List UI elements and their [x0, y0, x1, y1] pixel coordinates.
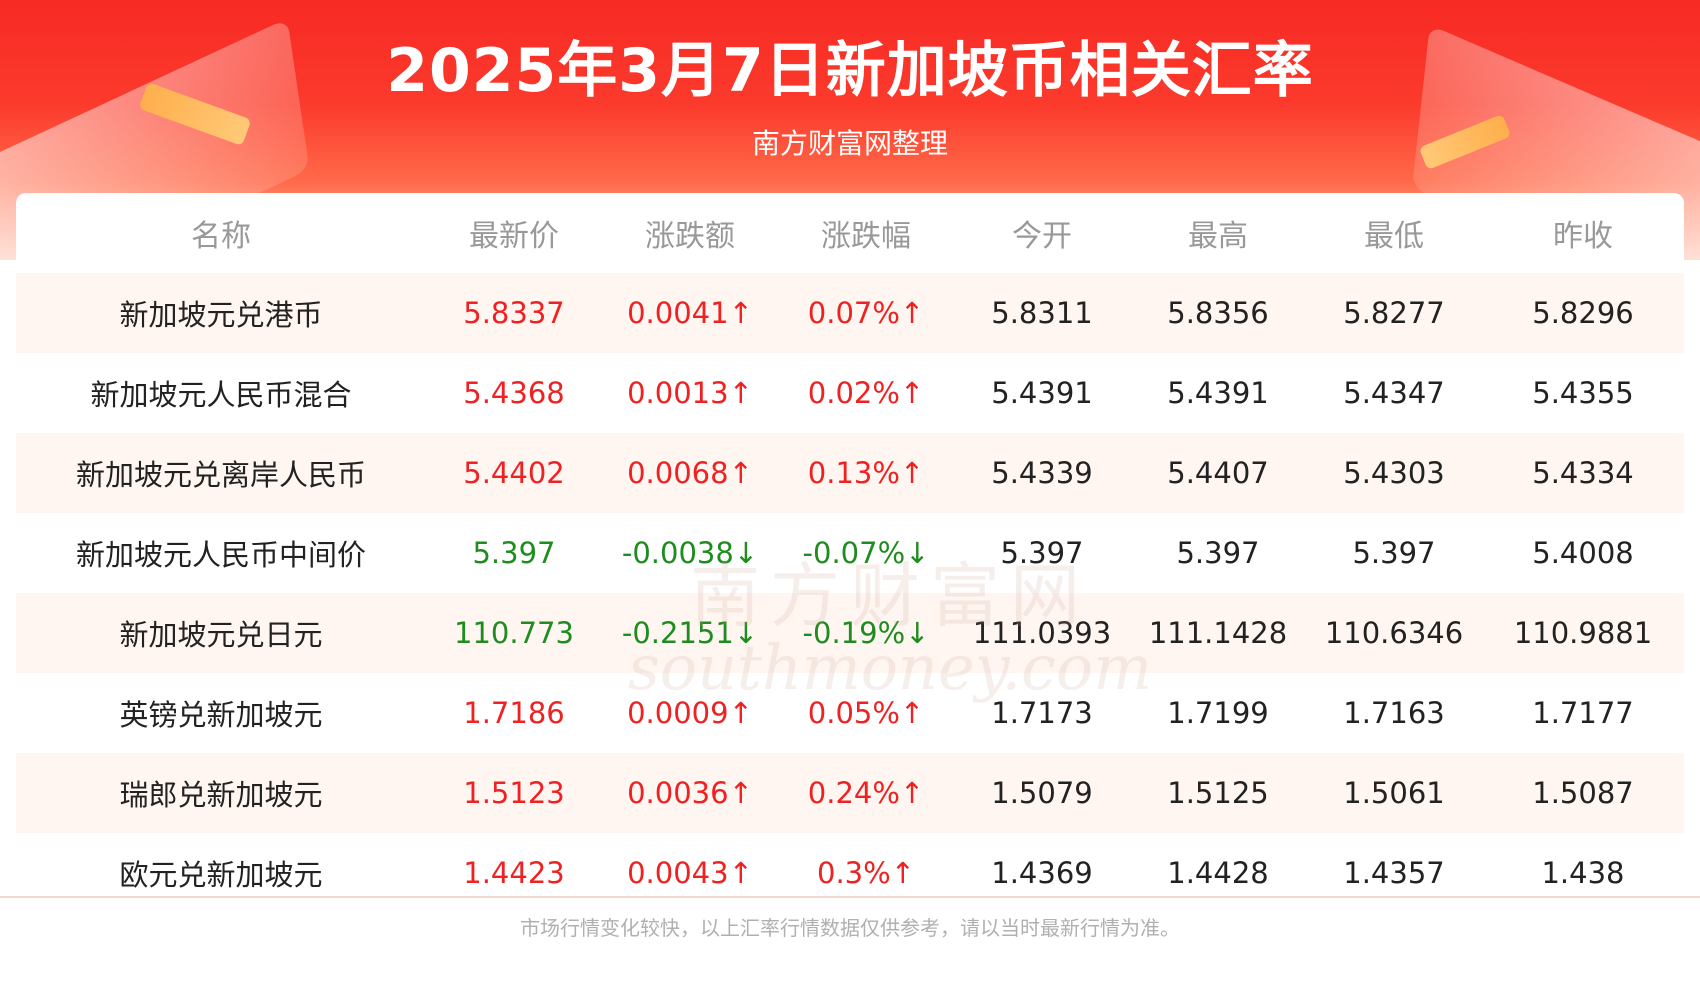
- cell-open: 1.7173: [954, 673, 1130, 753]
- cell-open: 5.397: [954, 513, 1130, 593]
- cell-latest: 5.397: [426, 513, 602, 593]
- cell-low: 5.397: [1306, 513, 1482, 593]
- cell-low: 5.4303: [1306, 433, 1482, 513]
- cell-change: 0.0043↑: [602, 833, 778, 913]
- cell-change: 0.0036↑: [602, 753, 778, 833]
- column-header-change-pct: 涨跌幅: [821, 219, 911, 254]
- cell-change-pct: 0.24%↑: [778, 753, 954, 833]
- cell-prev-close: 1.7177: [1482, 673, 1684, 753]
- cell-latest: 1.5123: [426, 753, 602, 833]
- cell-high: 1.4428: [1130, 833, 1306, 913]
- cell-open: 5.4391: [954, 353, 1130, 433]
- cell-latest: 5.8337: [426, 273, 602, 353]
- cell-change-pct: 0.05%↑: [778, 673, 954, 753]
- cell-high: 5.4407: [1130, 433, 1306, 513]
- cell-low: 1.7163: [1306, 673, 1482, 753]
- cell-name: 英镑兑新加坡元: [16, 673, 426, 753]
- cell-change-pct: 0.3%↑: [778, 833, 954, 913]
- cell-change: 0.0009↑: [602, 673, 778, 753]
- cell-latest: 110.773: [426, 593, 602, 673]
- cell-change: -0.0038↓: [602, 513, 778, 593]
- footer-note: 市场行情变化较快，以上汇率行情数据仅供参考，请以当时最新行情为准。: [520, 916, 1180, 940]
- cell-prev-close: 5.4334: [1482, 433, 1684, 513]
- cell-open: 5.8311: [954, 273, 1130, 353]
- cell-low: 1.5061: [1306, 753, 1482, 833]
- cell-name: 新加坡元兑港币: [16, 273, 426, 353]
- cell-change-pct: 0.07%↑: [778, 273, 954, 353]
- cell-latest: 5.4402: [426, 433, 602, 513]
- cell-change-pct: -0.07%↓: [778, 513, 954, 593]
- page-subtitle: 南方财富网整理: [751, 127, 948, 160]
- cell-change: 0.0068↑: [602, 433, 778, 513]
- table-row: 新加坡元兑离岸人民币 5.4402 0.0068↑ 0.13%↑ 5.4339 …: [16, 433, 1684, 513]
- column-header-high: 最高: [1188, 219, 1248, 254]
- cell-change-pct: 0.02%↑: [778, 353, 954, 433]
- cell-change: -0.2151↓: [602, 593, 778, 673]
- cell-open: 111.0393: [954, 593, 1130, 673]
- table-row: 新加坡元人民币混合 5.4368 0.0013↑ 0.02%↑ 5.4391 5…: [16, 353, 1684, 433]
- column-header-low: 最低: [1364, 219, 1424, 254]
- cell-high: 111.1428: [1130, 593, 1306, 673]
- cell-name: 新加坡元人民币混合: [16, 353, 426, 433]
- column-header-prev-close: 昨收: [1553, 219, 1613, 254]
- cell-open: 1.5079: [954, 753, 1130, 833]
- cell-high: 5.8356: [1130, 273, 1306, 353]
- column-header-open: 今开: [1012, 219, 1072, 254]
- cell-open: 5.4339: [954, 433, 1130, 513]
- table-header-row: 名称 最新价 涨跌额 涨跌幅 今开 最高 最低 昨收: [16, 193, 1684, 273]
- cell-high: 1.7199: [1130, 673, 1306, 753]
- column-header-change: 涨跌额: [645, 219, 735, 254]
- cell-prev-close: 5.4355: [1482, 353, 1684, 433]
- cell-name: 新加坡元人民币中间价: [16, 513, 426, 593]
- footer-divider: [0, 896, 1700, 898]
- cell-latest: 1.7186: [426, 673, 602, 753]
- cell-name: 新加坡元兑日元: [16, 593, 426, 673]
- table-row: 新加坡元人民币中间价 5.397 -0.0038↓ -0.07%↓ 5.397 …: [16, 513, 1684, 593]
- cell-high: 5.4391: [1130, 353, 1306, 433]
- table-row: 欧元兑新加坡元 1.4423 0.0043↑ 0.3%↑ 1.4369 1.44…: [16, 833, 1684, 913]
- cell-latest: 5.4368: [426, 353, 602, 433]
- cell-low: 110.6346: [1306, 593, 1482, 673]
- table-row: 英镑兑新加坡元 1.7186 0.0009↑ 0.05%↑ 1.7173 1.7…: [16, 673, 1684, 753]
- table-row: 新加坡元兑港币 5.8337 0.0041↑ 0.07%↑ 5.8311 5.8…: [16, 273, 1684, 353]
- table-row: 瑞郎兑新加坡元 1.5123 0.0036↑ 0.24%↑ 1.5079 1.5…: [16, 753, 1684, 833]
- cell-name: 瑞郎兑新加坡元: [16, 753, 426, 833]
- cell-prev-close: 5.4008: [1482, 513, 1684, 593]
- cell-low: 1.4357: [1306, 833, 1482, 913]
- cell-low: 5.8277: [1306, 273, 1482, 353]
- cell-prev-close: 1.5087: [1482, 753, 1684, 833]
- cell-name: 欧元兑新加坡元: [16, 833, 426, 913]
- cell-change: 0.0013↑: [602, 353, 778, 433]
- column-header-name: 名称: [191, 219, 251, 254]
- cell-high: 5.397: [1130, 513, 1306, 593]
- cell-change-pct: 0.13%↑: [778, 433, 954, 513]
- column-header-latest: 最新价: [469, 219, 559, 254]
- cell-name: 新加坡元兑离岸人民币: [16, 433, 426, 513]
- cell-high: 1.5125: [1130, 753, 1306, 833]
- cell-open: 1.4369: [954, 833, 1130, 913]
- cell-prev-close: 1.438: [1482, 833, 1684, 913]
- cell-low: 5.4347: [1306, 353, 1482, 433]
- cell-change: 0.0041↑: [602, 273, 778, 353]
- cell-prev-close: 110.9881: [1482, 593, 1684, 673]
- page-title: 2025年3月7日新加坡币相关汇率: [386, 36, 1314, 106]
- cell-prev-close: 5.8296: [1482, 273, 1684, 353]
- cell-change-pct: -0.19%↓: [778, 593, 954, 673]
- exchange-rate-table: 名称 最新价 涨跌额 涨跌幅 今开 最高 最低 昨收 新加坡元兑港币 5.833…: [16, 193, 1684, 913]
- table-row: 新加坡元兑日元 110.773 -0.2151↓ -0.19%↓ 111.039…: [16, 593, 1684, 673]
- cell-latest: 1.4423: [426, 833, 602, 913]
